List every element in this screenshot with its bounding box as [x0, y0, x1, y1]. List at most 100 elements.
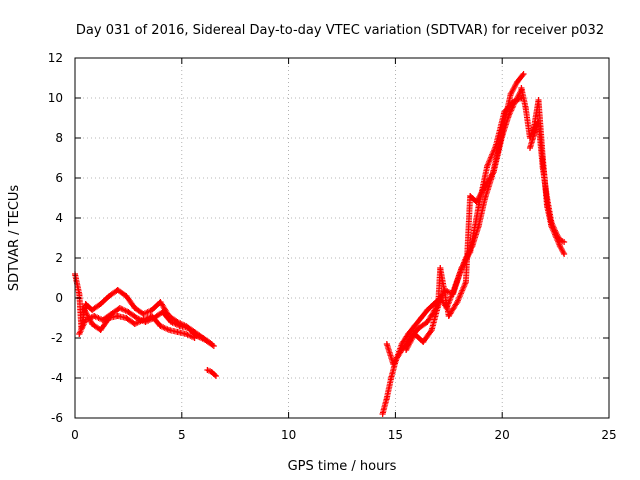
data-point [210, 343, 217, 349]
data-point [131, 321, 138, 327]
data-point [539, 165, 546, 171]
data-point [148, 313, 155, 319]
data-point [531, 131, 538, 137]
y-tick-label: -2 [51, 331, 63, 345]
data-point [114, 313, 121, 319]
y-tick-label: 6 [55, 171, 63, 185]
data-point [388, 375, 395, 381]
data-point [97, 327, 104, 333]
data-point [467, 193, 474, 199]
tick-layer: 0 5 10 15 20 25 -6 -4 -2 0 2 4 6 8 10 12 [48, 51, 617, 442]
data-point [473, 199, 480, 205]
data-point [501, 109, 508, 115]
data-point [556, 243, 563, 249]
data-point [556, 237, 563, 243]
data-point [168, 319, 175, 325]
data-point [76, 331, 83, 337]
data-point [159, 309, 166, 315]
data-point [418, 315, 425, 321]
x-tick-label: 0 [71, 428, 79, 442]
data-point [435, 303, 442, 309]
data-point [183, 331, 190, 337]
data-point [133, 315, 140, 321]
data-point [552, 229, 559, 235]
data-point [89, 321, 96, 327]
data-point [91, 313, 98, 319]
data-point [89, 307, 96, 313]
plot-frame [74, 57, 610, 419]
data-point [499, 133, 506, 139]
data-point [80, 305, 87, 311]
data-point [424, 307, 431, 313]
y-tick-label: 0 [55, 291, 63, 305]
x-axis-label: GPS time / hours [288, 459, 397, 474]
data-point [76, 291, 83, 297]
chart-title: Day 031 of 2016, Sidereal Day-to-day VTE… [76, 23, 604, 38]
data-point [522, 105, 529, 111]
data-point [191, 335, 198, 341]
data-point [116, 305, 123, 311]
data-point [140, 317, 147, 323]
data-point [106, 293, 113, 299]
data-point [518, 85, 525, 91]
data-point [526, 145, 533, 151]
data-point [561, 239, 568, 245]
data-point [165, 327, 172, 333]
data-point [202, 337, 209, 343]
x-tick-label: 20 [495, 428, 510, 442]
data-point [424, 319, 431, 325]
data-point [123, 293, 130, 299]
data-point [445, 313, 452, 319]
data-point [157, 323, 164, 329]
data-point [450, 291, 457, 297]
data-point [97, 301, 104, 307]
data-point [437, 265, 444, 271]
x-tick-label: 15 [388, 428, 403, 442]
data-point [176, 323, 183, 329]
data-point [535, 97, 542, 103]
data-point [462, 279, 469, 285]
x-tick-label: 10 [281, 428, 296, 442]
x-tick-label: 5 [178, 428, 186, 442]
data-point [131, 305, 138, 311]
data-point [204, 367, 211, 373]
y-tick-label: 2 [55, 251, 63, 265]
data-point [390, 361, 397, 367]
data-point [548, 219, 555, 225]
data-point [148, 307, 155, 313]
data-point [106, 315, 113, 321]
y-tick-label: 12 [48, 51, 63, 65]
data-point [123, 315, 130, 321]
data-series [80, 305, 198, 341]
data-point [114, 287, 121, 293]
data-point [125, 309, 132, 315]
data-point [157, 299, 164, 305]
data-point [561, 251, 568, 257]
y-tick-label: 4 [55, 211, 63, 225]
y-tick-label: 10 [48, 91, 63, 105]
series-trace [379, 72, 526, 417]
data-series [204, 367, 219, 379]
data-point [490, 169, 497, 175]
data-series [526, 119, 568, 245]
y-tick-label: -4 [51, 371, 63, 385]
data-point [411, 323, 418, 329]
data-point [411, 331, 418, 337]
y-tick-label: -6 [51, 411, 63, 425]
data-layer [72, 71, 568, 417]
data-point [475, 203, 482, 209]
data-point [379, 411, 386, 417]
data-point [484, 163, 491, 169]
y-tick-label: 8 [55, 131, 63, 145]
data-point [482, 183, 489, 189]
x-tick-label: 25 [601, 428, 616, 442]
data-point [208, 369, 215, 375]
data-point [544, 195, 551, 201]
data-point [420, 339, 427, 345]
data-point [512, 99, 519, 105]
data-point [405, 331, 412, 337]
data-point [174, 329, 181, 335]
data-point [383, 341, 390, 347]
data-series [403, 87, 525, 353]
